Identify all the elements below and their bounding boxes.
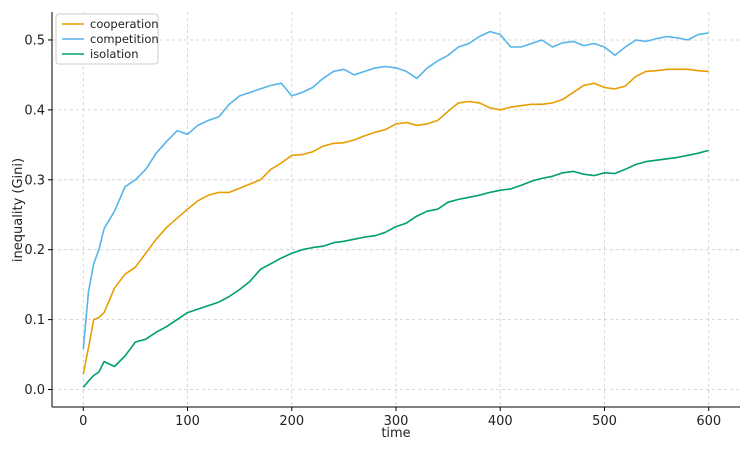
x-axis-title: time [381, 426, 410, 441]
y-axis-title: inequality (Gini) [11, 158, 26, 262]
legend-label-isolation: isolation [90, 47, 139, 61]
legend-box [55, 13, 159, 65]
x-tick-label: 300 [384, 414, 409, 429]
series-line-cooperation [82, 68, 709, 375]
series-line-isolation [82, 149, 709, 388]
grid [52, 12, 740, 407]
series-line-competition [82, 30, 709, 350]
x-tick-label: 400 [488, 414, 513, 429]
y-tick-label: 0.4 [24, 103, 45, 118]
x-tick-label: 200 [279, 414, 304, 429]
x-tick-label: 0 [79, 414, 87, 429]
y-tick-label: 0.1 [24, 313, 45, 328]
legend-label-competition: competition [90, 32, 159, 46]
axes [48, 12, 740, 411]
y-tick-label: 0.2 [24, 243, 45, 258]
y-tick-label: 0.0 [24, 383, 45, 398]
y-tick-label: 0.5 [24, 33, 45, 48]
y-tick-label: 0.3 [24, 173, 45, 188]
series-layer [82, 30, 709, 388]
y-tick-labels: 0.0 0.1 0.2 0.3 0.4 0.5 [24, 33, 45, 398]
legend-label-cooperation: cooperation [90, 17, 159, 31]
legend: cooperation competition isolation [55, 13, 159, 65]
x-tick-labels: 0 100 200 300 400 500 600 [79, 414, 721, 429]
x-tick-label: 500 [592, 414, 617, 429]
x-tick-label: 100 [175, 414, 200, 429]
x-tick-label: 600 [696, 414, 721, 429]
